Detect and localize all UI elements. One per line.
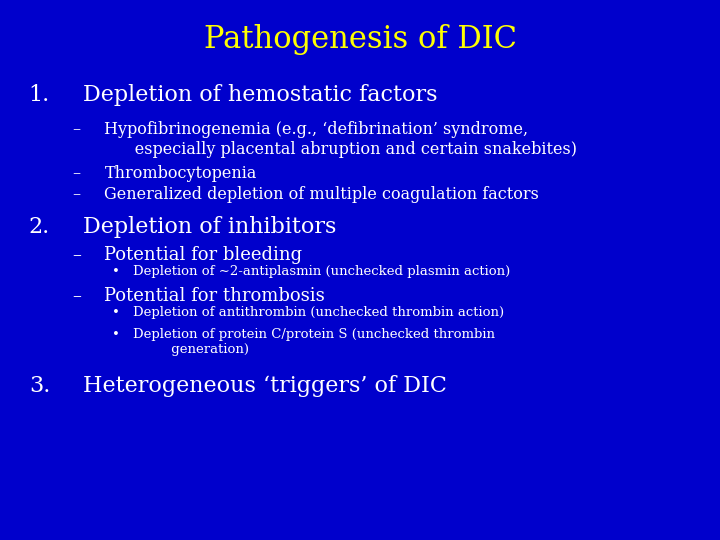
Text: Generalized depletion of multiple coagulation factors: Generalized depletion of multiple coagul… (104, 186, 539, 203)
Text: Heterogeneous ‘triggers’ of DIC: Heterogeneous ‘triggers’ of DIC (83, 375, 446, 397)
Text: Pathogenesis of DIC: Pathogenesis of DIC (204, 24, 516, 55)
Text: Depletion of protein C/protein S (unchecked thrombin
         generation): Depletion of protein C/protein S (unchec… (133, 328, 495, 356)
Text: Depletion of ∼2-antiplasmin (unchecked plasmin action): Depletion of ∼2-antiplasmin (unchecked p… (133, 265, 510, 278)
Text: •: • (112, 306, 120, 319)
Text: –: – (72, 122, 80, 138)
Text: –: – (72, 246, 81, 264)
Text: Potential for bleeding: Potential for bleeding (104, 246, 302, 264)
Text: •: • (112, 265, 120, 278)
Text: Hypofibrinogenemia (e.g., ‘defibrination’ syndrome,
      especially placental a: Hypofibrinogenemia (e.g., ‘defibrination… (104, 122, 577, 158)
Text: 2.: 2. (29, 216, 50, 238)
Text: –: – (72, 165, 80, 181)
Text: Thrombocytopenia: Thrombocytopenia (104, 165, 257, 181)
Text: 1.: 1. (29, 84, 50, 106)
Text: –: – (72, 287, 81, 305)
Text: Potential for thrombosis: Potential for thrombosis (104, 287, 325, 305)
Text: Depletion of hemostatic factors: Depletion of hemostatic factors (83, 84, 437, 106)
Text: •: • (112, 328, 120, 341)
Text: –: – (72, 186, 80, 203)
Text: Depletion of inhibitors: Depletion of inhibitors (83, 216, 336, 238)
Text: 3.: 3. (29, 375, 50, 397)
Text: Depletion of antithrombin (unchecked thrombin action): Depletion of antithrombin (unchecked thr… (133, 306, 504, 319)
